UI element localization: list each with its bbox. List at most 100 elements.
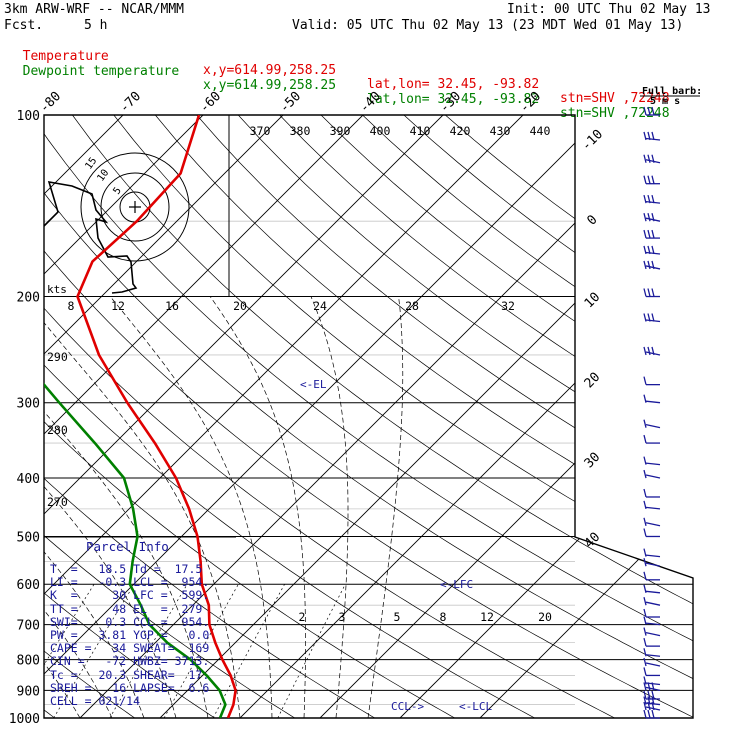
theta-e-label: 290 [47, 350, 68, 364]
wind-barb-flag [643, 548, 647, 557]
moist-adiabat [44, 296, 113, 718]
wind-barb-flag [643, 709, 647, 719]
wind-barb-staff [645, 654, 661, 657]
speed-tick-label: 12 [111, 299, 125, 313]
temperature-tick-label: -30 [437, 89, 464, 116]
annotation-label: <-LCL [459, 700, 492, 713]
wind-barb-flag [651, 106, 655, 116]
moist-adiabat [44, 296, 81, 718]
wind-barb-flag [643, 194, 647, 204]
wind-barb-flag [643, 394, 647, 403]
wind-barb-flag [643, 682, 647, 691]
hodograph-units-label: kts [47, 283, 67, 296]
wind-barb-staff [645, 424, 661, 429]
speed-tick-label: 24 [313, 299, 327, 313]
wind-barb-flag [643, 648, 647, 657]
wind-barb-flag [643, 517, 647, 526]
pressure-tick-label: 300 [17, 397, 40, 412]
wind-barb-flag [647, 690, 651, 700]
wind-barb-flag [651, 245, 655, 255]
temperature-tick-label: -40 [357, 89, 384, 116]
speed-tick-label: 8 [68, 299, 75, 313]
dry-adiabat [44, 115, 316, 718]
dry-adiabat [44, 115, 641, 718]
wind-barb [643, 434, 660, 444]
wind-barb [643, 313, 661, 323]
dry-adiabat [445, 115, 693, 718]
wind-barb-flag [651, 260, 655, 270]
theta-label: 430 [490, 124, 511, 138]
wind-barb [643, 288, 660, 298]
wind-barb-flag [643, 571, 647, 580]
theta-label: 370 [250, 124, 271, 138]
parcel-info-row: Tc = 20.3 SHEAR= 17. [50, 667, 210, 682]
wind-barb [643, 667, 660, 677]
wind-barb-flag [643, 154, 647, 163]
wind-barb-flag [647, 346, 651, 356]
wind-barb-flag [643, 346, 647, 356]
mixing-ratio-label: 5 [394, 610, 401, 624]
theta-label: 390 [330, 124, 351, 138]
wind-barb-flag [647, 194, 651, 204]
wind-barb-flag [643, 313, 647, 322]
wind-barb-flag [643, 434, 647, 444]
mixing-ratio-line [277, 584, 346, 718]
wind-barb-flag [643, 376, 647, 385]
wind-barb-flag [643, 690, 647, 700]
wind-barb-flag [643, 657, 647, 667]
theta-label: 400 [370, 124, 391, 138]
temperature-tick-label: 20 [582, 370, 604, 392]
wind-barb [643, 500, 661, 510]
legend-dewpoint-xy: x,y=614.99,258.25 [203, 78, 337, 93]
parcel-info-row: LI = -0.3 LCL = 954. [50, 575, 210, 590]
isotherm [44, 115, 284, 718]
wind-barb-flag [643, 456, 647, 465]
wind-barb-staff [645, 462, 661, 466]
wind-barb-staff [645, 400, 661, 404]
wind-barb [643, 456, 661, 466]
wind-barb-flag [647, 701, 651, 711]
mixing-ratio-line [163, 584, 239, 718]
mixing-ratio-label: 8 [440, 610, 447, 624]
wind-barb-flag [643, 229, 647, 239]
wind-barb [643, 571, 660, 581]
wind-barb [643, 260, 661, 270]
wind-barb [643, 682, 661, 692]
wind-barb [643, 394, 661, 404]
wind-barb-flag [643, 260, 647, 270]
wind-barb-flag [647, 131, 651, 141]
annotation-label: <-LFC [440, 578, 473, 591]
model-title: 3km ARW-WRF -- NCAR/MMM [4, 2, 185, 17]
moist-adiabat [44, 296, 209, 718]
dry-adiabat [72, 115, 693, 718]
speed-tick-label: 32 [501, 299, 515, 313]
isotherm [479, 115, 693, 718]
wind-barb-flag [643, 597, 647, 606]
wind-barb [643, 528, 660, 538]
pressure-tick-label: 500 [17, 530, 40, 545]
dry-adiabat [196, 115, 693, 718]
dewpoint-profile [44, 115, 227, 718]
temperature-tick-label: 10 [582, 290, 604, 312]
wind-barb-flag [651, 313, 655, 322]
wind-barb-flag [647, 682, 651, 691]
hodograph-ring-label: 5 [111, 185, 123, 196]
theta-label: 380 [290, 124, 311, 138]
wind-barb [643, 657, 661, 667]
parcel-info-row: TT = 48 EL = 279 [50, 601, 203, 616]
plot-frame [43, 114, 694, 719]
mixing-ratio-line [53, 584, 135, 718]
wind-barb-flag [643, 419, 647, 428]
temperature-tick-label: 40 [582, 530, 604, 552]
pressure-tick-label: 800 [17, 654, 40, 669]
wind-barb-flag [647, 175, 651, 184]
wind-barb-flag [643, 213, 647, 222]
parcel-info-title: Parcel Info [86, 539, 169, 554]
legend-dewpoint-stn: stn=SHV ,72248 [560, 106, 670, 121]
parcel-info-row: PW = 3.81 YGP = 0.0 [50, 628, 210, 643]
temperature-profile [76, 115, 237, 718]
pressure-tick-label: 900 [17, 684, 40, 699]
wind-barb [643, 213, 661, 222]
dry-adiabat [113, 115, 693, 718]
mixing-ratio-label: 20 [538, 610, 552, 624]
